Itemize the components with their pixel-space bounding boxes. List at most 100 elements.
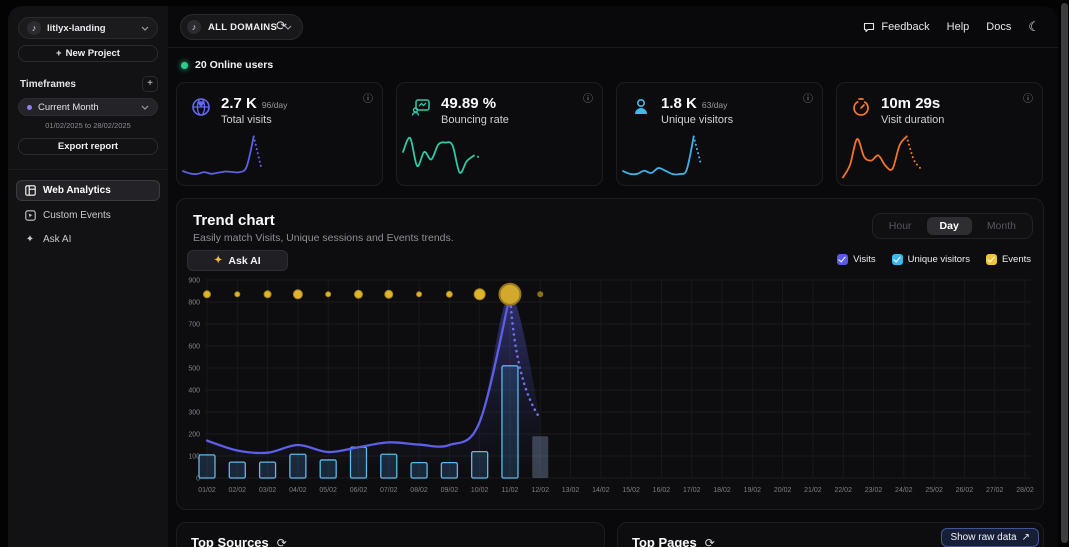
granularity-day-button[interactable]: Day xyxy=(926,217,972,235)
new-project-button[interactable]: + New Project xyxy=(18,45,158,62)
svg-text:04/02: 04/02 xyxy=(289,487,307,494)
info-icon[interactable]: ⓘ xyxy=(1023,94,1033,105)
person-icon xyxy=(630,96,652,118)
refresh-icon[interactable]: ⟳ xyxy=(276,535,287,547)
chat-bubble-icon xyxy=(864,22,875,33)
unique-visitors-sparkline xyxy=(622,135,702,176)
show-raw-data-label: Show raw data xyxy=(950,532,1017,543)
svg-text:800: 800 xyxy=(188,300,200,307)
info-icon[interactable]: ⓘ xyxy=(803,94,813,105)
svg-text:10/02: 10/02 xyxy=(471,487,489,494)
svg-text:09/02: 09/02 xyxy=(441,487,459,494)
sidebar-item-ask-ai[interactable]: ✦ Ask AI xyxy=(16,229,160,249)
timeframe-selected: Current Month xyxy=(38,101,99,113)
metric-label: Visit duration xyxy=(881,114,945,126)
svg-text:500: 500 xyxy=(188,366,200,373)
legend-visits[interactable]: Visits xyxy=(837,254,876,265)
sidebar-divider xyxy=(8,169,168,170)
docs-label: Docs xyxy=(986,21,1012,33)
project-selector[interactable]: ♪ litlyx-landing xyxy=(18,17,158,39)
legend-label: Events xyxy=(1001,254,1031,265)
domain-selector[interactable]: ♪ ALL DOMAINS xyxy=(180,14,304,40)
new-project-label: New Project xyxy=(65,48,120,59)
legend-unique-visitors[interactable]: Unique visitors xyxy=(891,254,970,265)
svg-text:11/02: 11/02 xyxy=(501,487,518,494)
legend-events[interactable]: Events xyxy=(985,254,1031,265)
granularity-hour-button[interactable]: Hour xyxy=(876,217,925,235)
chevron-down-icon xyxy=(141,26,149,31)
metric-label: Bouncing rate xyxy=(441,114,509,126)
svg-text:28/02: 28/02 xyxy=(1016,487,1034,494)
metric-card-bouncing-rate: 49.89 % Bouncing rate ⓘ xyxy=(396,82,603,186)
sparkles-icon: ✦ xyxy=(214,255,223,266)
sidebar-item-web-analytics[interactable]: Web Analytics xyxy=(16,180,160,201)
svg-text:100: 100 xyxy=(188,454,200,461)
top-sources-title: Top Sources xyxy=(191,535,269,547)
visits-checkbox[interactable] xyxy=(837,254,849,265)
sidebar-item-label: Ask AI xyxy=(43,233,72,245)
svg-text:14/02: 14/02 xyxy=(592,487,610,494)
info-icon[interactable]: ⓘ xyxy=(583,94,593,105)
svg-text:22/02: 22/02 xyxy=(834,487,852,494)
docs-link[interactable]: Docs xyxy=(986,21,1011,33)
events-checkbox[interactable] xyxy=(985,254,997,265)
svg-text:20/02: 20/02 xyxy=(774,487,792,494)
svg-text:01/02: 01/02 xyxy=(198,487,216,494)
visit-duration-sparkline xyxy=(842,135,922,179)
info-icon[interactable]: ⓘ xyxy=(363,94,373,105)
timeframe-range: 01/02/2025 to 28/02/2025 xyxy=(45,121,131,130)
svg-text:19/02: 19/02 xyxy=(744,487,762,494)
help-link[interactable]: Help xyxy=(947,21,970,33)
top-pages-card: Top Pages ⟳ Show raw data ↗ xyxy=(617,522,1044,547)
metric-per-day: 63/day xyxy=(701,100,728,110)
svg-text:400: 400 xyxy=(188,388,200,395)
svg-text:03/02: 03/02 xyxy=(259,487,277,494)
metric-card-visit-duration: 10m 29s Visit duration ⓘ xyxy=(836,82,1043,186)
metric-card-unique-visitors: 1.8 K 63/day Unique visitors ⓘ xyxy=(616,82,823,186)
bouncing-rate-sparkline xyxy=(402,136,482,174)
layout-panels-icon xyxy=(24,185,36,196)
add-timeframe-button[interactable]: + xyxy=(142,76,158,92)
svg-text:600: 600 xyxy=(188,344,200,351)
svg-text:08/02: 08/02 xyxy=(410,487,428,494)
domain-selector-label: ALL DOMAINS xyxy=(208,21,278,33)
trend-chart-plot[interactable]: 0 100 200 300 400 500 600 700 800 900 01/02 02/02 03… xyxy=(179,275,1041,507)
show-raw-data-button[interactable]: Show raw data ↗ xyxy=(941,528,1039,547)
svg-text:24/02: 24/02 xyxy=(895,487,913,494)
metric-per-day: 96/day xyxy=(261,100,288,110)
svg-text:21/02: 21/02 xyxy=(804,487,822,494)
refresh-icon[interactable]: ⟳ xyxy=(704,535,715,547)
chevron-down-icon xyxy=(284,25,292,30)
ask-ai-button[interactable]: ✦ Ask AI xyxy=(187,250,288,271)
sidebar-item-label: Custom Events xyxy=(43,209,111,221)
svg-text:200: 200 xyxy=(188,432,200,439)
dark-mode-moon-icon[interactable]: ☾ xyxy=(1028,19,1040,34)
granularity-month-button[interactable]: Month xyxy=(974,217,1029,235)
sidebar: ♪ litlyx-landing + New Project Timeframe… xyxy=(8,6,168,547)
trend-chart-title: Trend chart xyxy=(193,212,275,229)
svg-text:26/02: 26/02 xyxy=(956,487,974,494)
chart-legend: Visits Unique visitors Events xyxy=(837,254,1031,265)
arrow-up-right-icon: ↗ xyxy=(1021,532,1030,543)
unique-visitors-checkbox[interactable] xyxy=(891,254,903,265)
metric-value: 2.7 K xyxy=(221,95,257,112)
chevron-down-icon xyxy=(141,105,149,110)
export-report-button[interactable]: Export report xyxy=(18,138,158,155)
metric-cards-row: 2.7 K 96/day Total visits ⓘ 49.89 % Boun… xyxy=(176,82,1043,186)
metric-value: 10m 29s xyxy=(881,95,941,112)
timeframe-selector[interactable]: Current Month xyxy=(18,98,158,116)
globe-icon xyxy=(190,96,212,118)
refresh-icon[interactable]: ⟳ xyxy=(276,18,287,33)
timeframe-dot-icon xyxy=(27,104,32,110)
page-scrollbar[interactable] xyxy=(1061,3,1068,543)
svg-text:02/02: 02/02 xyxy=(229,487,247,494)
feedback-link[interactable]: Feedback xyxy=(863,21,930,33)
main-panel: ♪ ALL DOMAINS ⟳ Feedback Help Docs ☾ 20 … xyxy=(168,6,1058,547)
sidebar-item-custom-events[interactable]: Custom Events xyxy=(16,205,160,225)
top-pages-title: Top Pages xyxy=(632,535,697,547)
svg-text:18/02: 18/02 xyxy=(713,487,731,494)
litlyx-logo-icon: ♪ xyxy=(27,21,41,35)
metric-label: Total visits xyxy=(221,114,272,126)
project-name: litlyx-landing xyxy=(47,22,106,34)
export-report-label: Export report xyxy=(57,141,119,152)
